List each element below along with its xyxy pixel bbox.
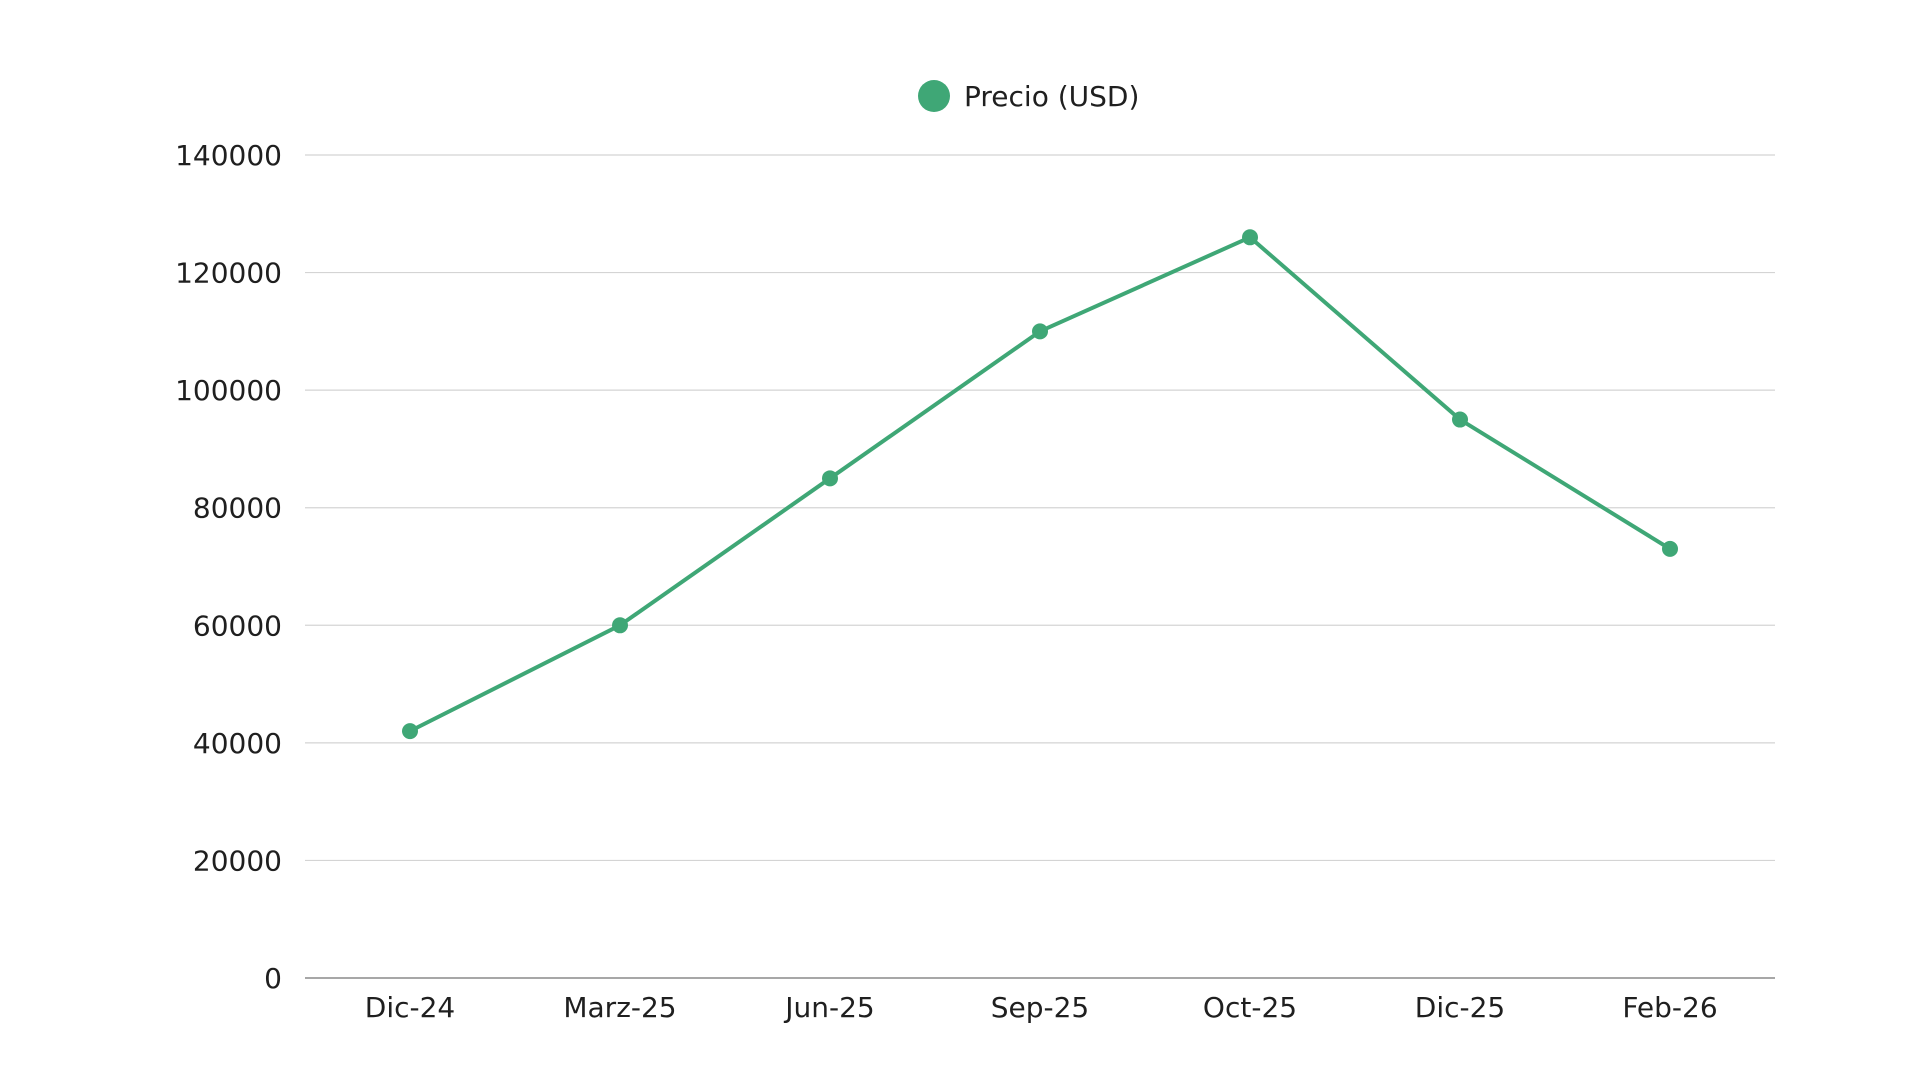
data-point bbox=[1662, 540, 1678, 557]
y-tick-label: 20000 bbox=[193, 844, 282, 877]
y-tick-label: 100000 bbox=[175, 374, 282, 407]
data-point bbox=[402, 723, 418, 740]
data-point bbox=[1032, 323, 1048, 340]
x-tick-label: Dic-25 bbox=[1415, 991, 1505, 1024]
y-tick-label: 60000 bbox=[193, 609, 282, 642]
x-tick-label: Oct-25 bbox=[1203, 991, 1297, 1024]
x-tick-label: Sep-25 bbox=[991, 991, 1090, 1024]
data-point bbox=[612, 617, 628, 634]
axes: 0 20000 40000 60000 80000 100000 120000 140000 D… bbox=[175, 139, 1775, 1024]
y-tick-label: 140000 bbox=[175, 139, 282, 172]
data-point bbox=[822, 470, 838, 487]
y-tick-label: 40000 bbox=[193, 727, 282, 760]
x-tick-label: Jun-25 bbox=[783, 991, 874, 1024]
legend-label: Precio (USD) bbox=[964, 80, 1139, 113]
legend-swatch-icon bbox=[918, 80, 950, 112]
y-tick-label: 0 bbox=[264, 962, 282, 995]
x-tick-label: Dic-24 bbox=[365, 991, 455, 1024]
data-point bbox=[1242, 229, 1258, 246]
gridlines bbox=[305, 154, 1775, 862]
legend: Precio (USD) bbox=[918, 80, 1139, 113]
x-tick-label: Feb-26 bbox=[1622, 991, 1717, 1024]
y-tick-label: 80000 bbox=[193, 492, 282, 525]
data-point bbox=[1452, 411, 1468, 428]
y-tick-label: 120000 bbox=[175, 257, 282, 290]
series-line bbox=[408, 235, 1672, 734]
series-layer bbox=[402, 229, 1678, 740]
x-tick-label: Marz-25 bbox=[563, 991, 676, 1024]
